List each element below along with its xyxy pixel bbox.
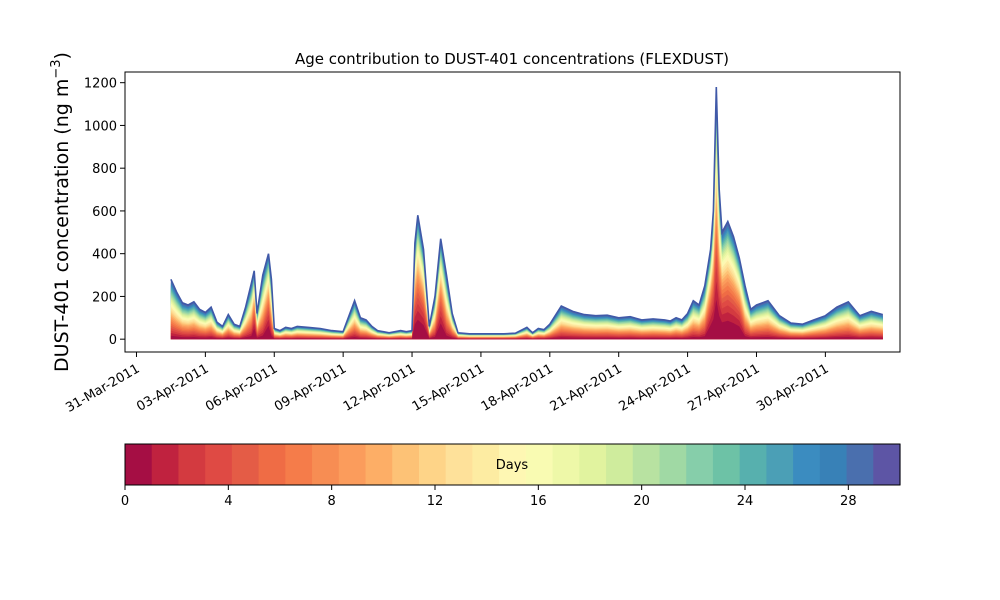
- x-tick-label: 09-Apr-2011: [272, 361, 349, 414]
- colorbar-swatch: [873, 444, 901, 485]
- age-band-27: [170, 91, 883, 340]
- age-band-23: [170, 111, 883, 340]
- y-tick-label: 400: [92, 248, 117, 263]
- age-band-20: [170, 128, 883, 340]
- y-axis-label-main: DUST-401 concentration (ng m: [51, 79, 73, 372]
- age-band-26: [170, 96, 883, 340]
- colorbar-swatch: [819, 444, 848, 485]
- colorbar-tick-label: 0: [121, 494, 129, 509]
- colorbar-swatch: [125, 444, 153, 485]
- colorbar-swatch: [793, 444, 821, 485]
- x-tick-label: 24-Apr-2011: [616, 361, 693, 414]
- x-tick-label: 15-Apr-2011: [410, 361, 487, 414]
- colorbar-swatch: [151, 444, 180, 485]
- plot-frame: [124, 71, 901, 353]
- colorbar-swatch: [312, 444, 340, 485]
- colorbar-swatch: [525, 444, 554, 485]
- colorbar-swatch: [178, 444, 206, 485]
- age-band-24: [170, 106, 883, 340]
- age-band-18: [170, 139, 883, 340]
- colorbar-frame: [124, 443, 901, 486]
- colorbar-swatch: [338, 444, 367, 485]
- age-stacked-areas: [170, 86, 884, 340]
- y-axis-label: DUST-401 concentration (ng m−3): [49, 52, 73, 372]
- colorbar-swatch: [739, 444, 767, 485]
- y-axis-label-exponent: −3: [49, 59, 64, 78]
- colorbar-swatch: [846, 444, 874, 485]
- age-band-21: [170, 122, 883, 340]
- colorbar-tick-label: 12: [427, 494, 444, 509]
- colorbar-swatch: [579, 444, 607, 485]
- y-tick-label: 1000: [84, 119, 117, 134]
- y-tick-label: 600: [92, 205, 117, 220]
- x-tick-label: 03-Apr-2011: [134, 361, 211, 414]
- colorbar-tick-label: 4: [224, 494, 232, 509]
- y-axis: 0 200 400 600 800 1000 1200: [84, 77, 125, 348]
- colorbar-label: Days: [496, 458, 529, 473]
- colorbar-swatch: [712, 444, 741, 485]
- colorbar-swatch: [231, 444, 260, 485]
- colorbar-swatch: [418, 444, 447, 485]
- colorbar-swatch: [632, 444, 661, 485]
- colorbar-swatch: [552, 444, 580, 485]
- x-tick-label: 21-Apr-2011: [548, 361, 625, 414]
- x-tick-label: 27-Apr-2011: [685, 361, 762, 414]
- chart-title: Age contribution to DUST-401 concentrati…: [295, 50, 729, 68]
- colorbar: [125, 444, 901, 485]
- total-concentration-line: [170, 86, 884, 335]
- y-tick-label: 1200: [84, 77, 117, 92]
- age-band-25: [170, 101, 883, 340]
- colorbar-swatch: [659, 444, 687, 485]
- colorbar-tick-label: 24: [737, 494, 754, 509]
- age-band-28: [170, 87, 883, 340]
- colorbar-swatch: [606, 444, 634, 485]
- colorbar-swatch: [766, 444, 794, 485]
- colorbar-swatch: [365, 444, 393, 485]
- x-tick-label: 12-Apr-2011: [341, 361, 418, 414]
- colorbar-swatch: [258, 444, 286, 485]
- colorbar-tick-label: 20: [633, 494, 650, 509]
- age-band-22: [170, 117, 883, 340]
- colorbar-swatch: [472, 444, 500, 485]
- colorbar-swatch: [205, 444, 233, 485]
- x-tick-label: 06-Apr-2011: [203, 361, 280, 414]
- y-axis-label-close: ): [51, 52, 73, 59]
- colorbar-swatch: [686, 444, 714, 485]
- colorbar-swatch: [499, 444, 527, 485]
- colorbar-swatch: [445, 444, 474, 485]
- y-tick-label: 0: [109, 333, 117, 348]
- x-axis: 31-Mar-201103-Apr-201106-Apr-201109-Apr-…: [63, 352, 831, 416]
- colorbar-tick-label: 8: [328, 494, 336, 509]
- y-tick-label: 800: [92, 162, 117, 177]
- age-band-19: [170, 133, 883, 340]
- x-tick-label: 30-Apr-2011: [754, 361, 831, 414]
- y-tick-label: 200: [92, 290, 117, 305]
- colorbar-tick-label: 16: [530, 494, 547, 509]
- x-tick-label: 18-Apr-2011: [479, 361, 556, 414]
- colorbar-swatch: [285, 444, 313, 485]
- colorbar-tick-label: 28: [840, 494, 857, 509]
- x-tick-label: 31-Mar-2011: [63, 361, 142, 415]
- colorbar-ticks: 0 4 8 12 16 20 24 28: [121, 485, 857, 509]
- colorbar-swatch: [392, 444, 420, 485]
